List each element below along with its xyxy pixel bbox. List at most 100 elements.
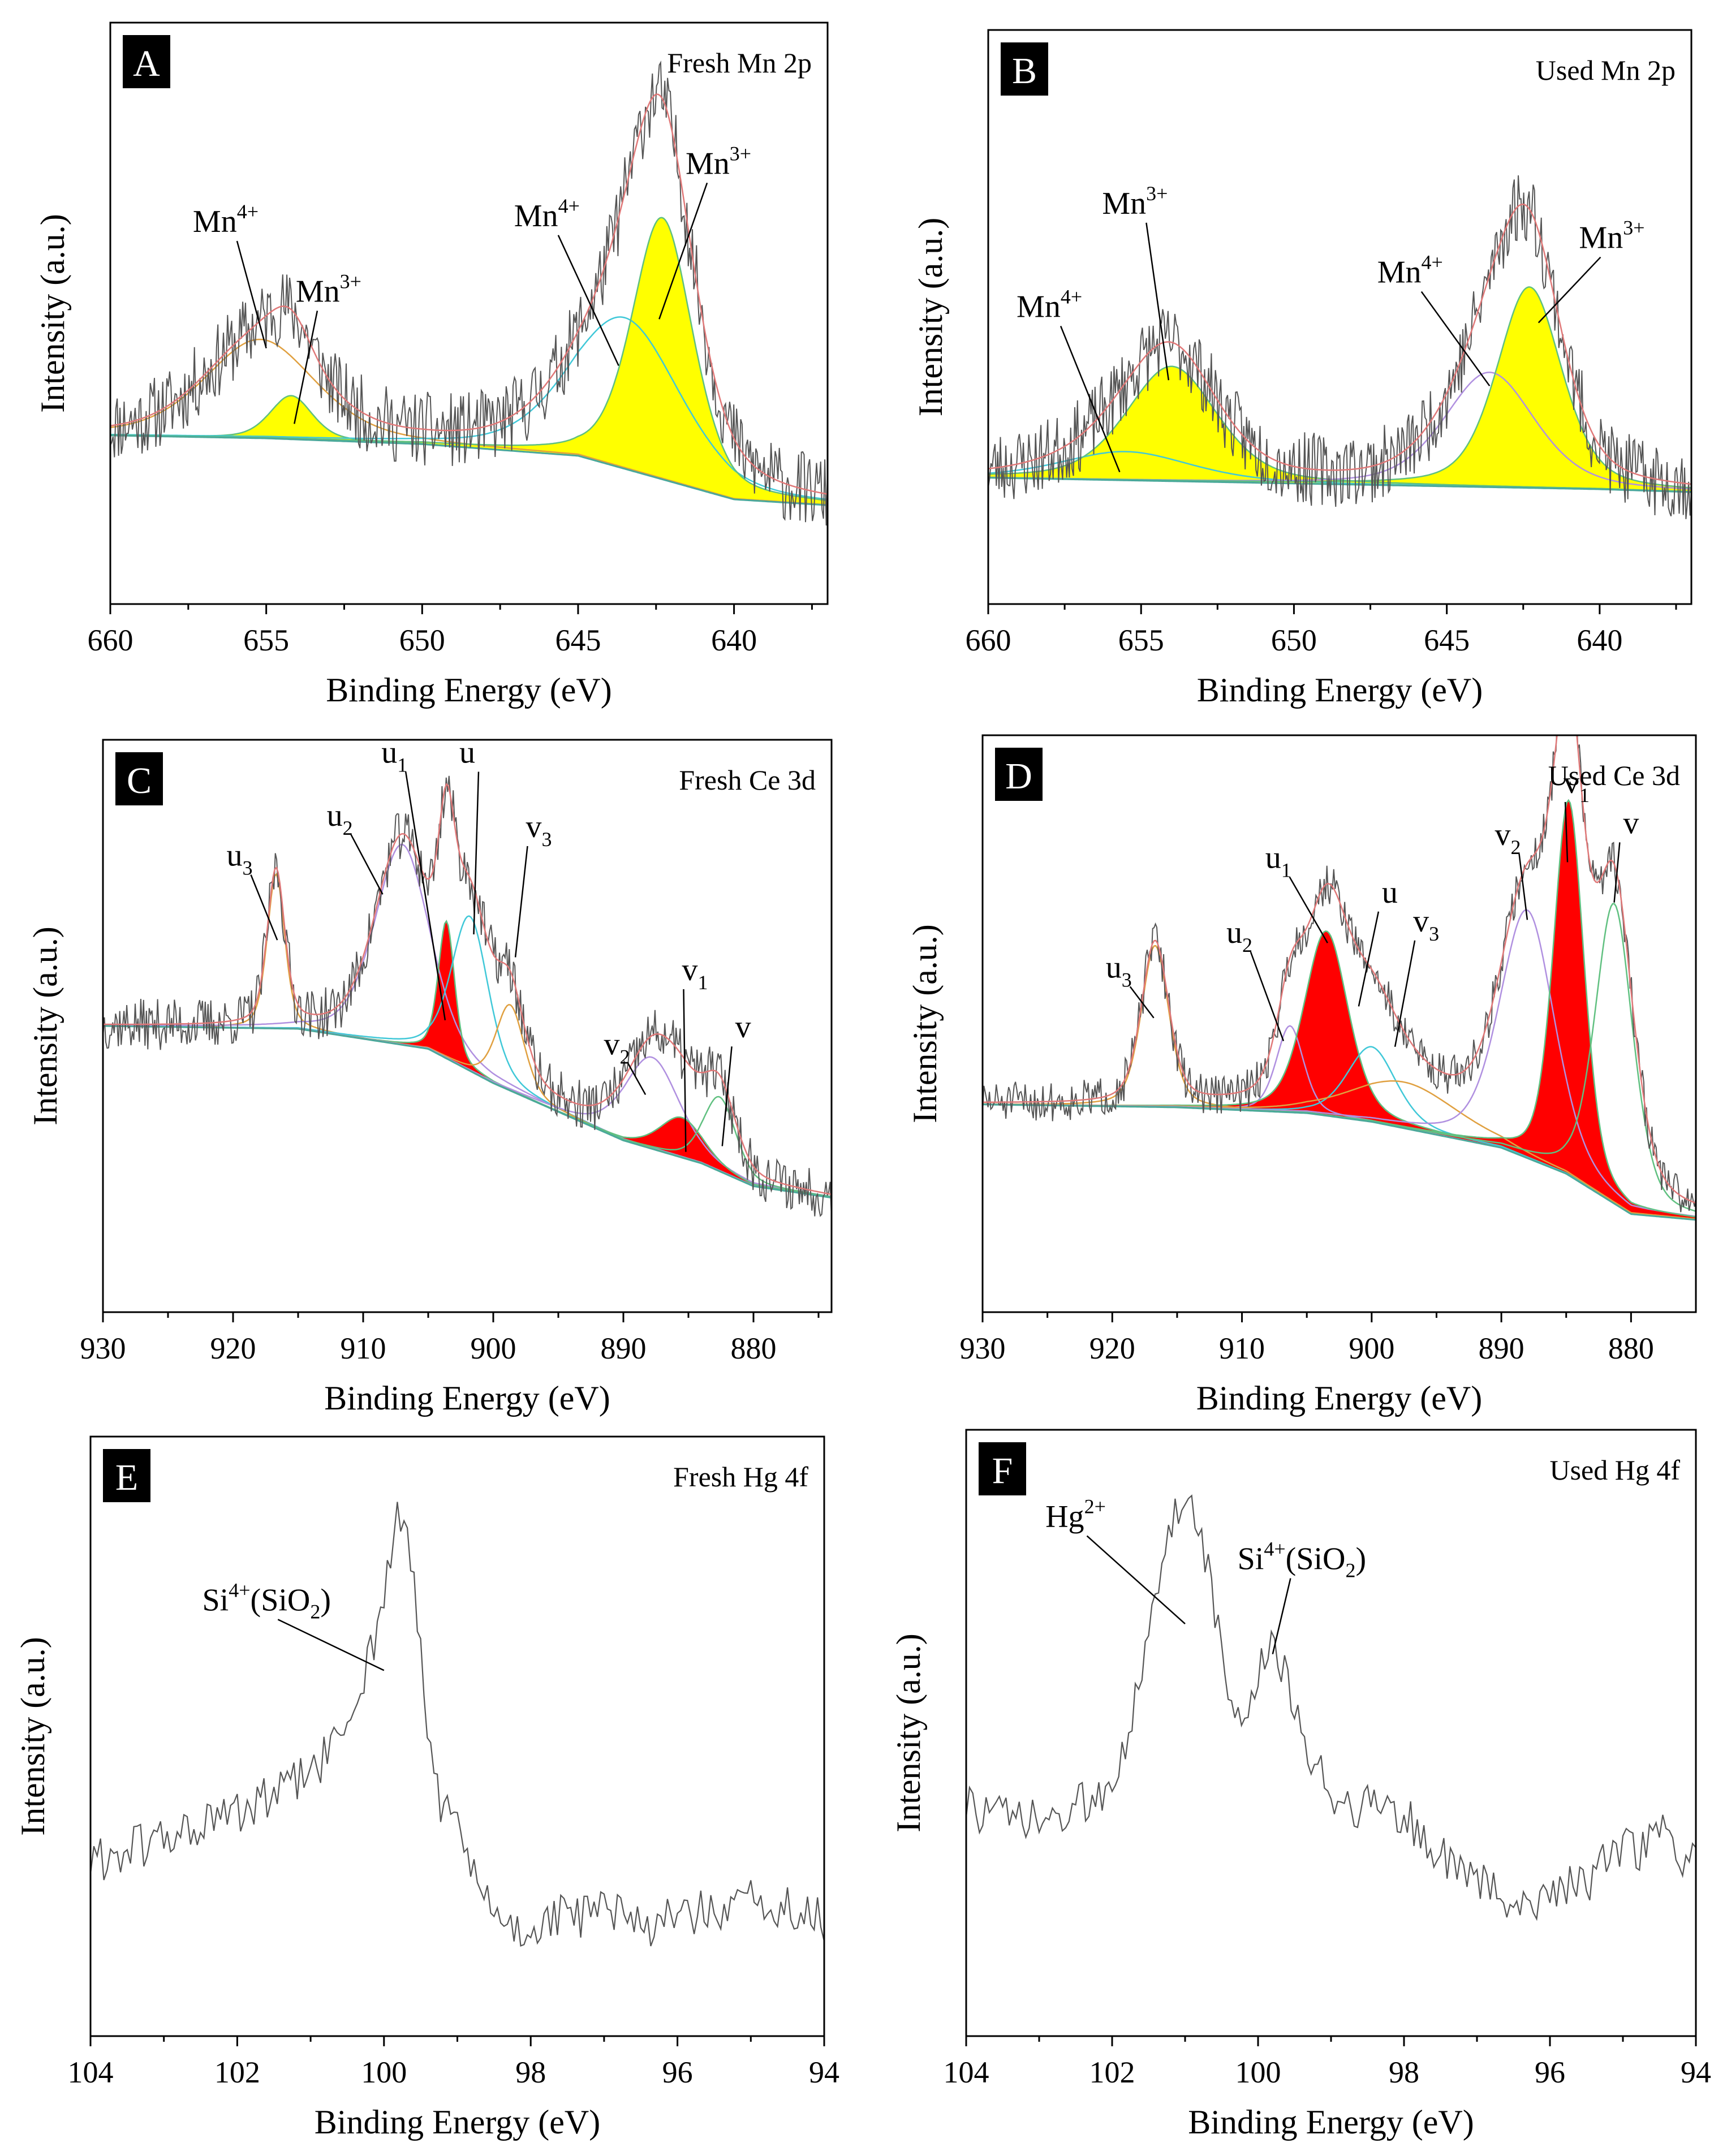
x-tick-label: 930 [80, 1331, 126, 1365]
annotation-sub: 1 [397, 753, 407, 776]
annotation-sup: 4+ [229, 1579, 250, 1601]
annotation-base: Mn [296, 274, 340, 309]
y-axis-title: Intensity (a.u.) [890, 1633, 927, 1832]
annotation-base: Si [203, 1582, 229, 1618]
peak-annotation: Mn3+ [1102, 182, 1168, 221]
annotation-sub: 3 [542, 828, 552, 851]
annotation-sub: 2 [1511, 836, 1521, 859]
panel-a: 660 655 650 645 640 Binding Energy (eV) Intens… [34, 21, 829, 709]
peak-curve-mn4p-2 [110, 316, 828, 501]
annotation-close: ) [320, 1582, 331, 1618]
x-tick-label: 102 [1089, 2055, 1135, 2089]
x-tick-label: 94 [1681, 2055, 1711, 2089]
raw-spectrum-line [110, 60, 828, 526]
peak-annotation: Si4+(SiO2) [203, 1579, 331, 1623]
panel-letter: E [115, 1457, 138, 1498]
annotation-sup: 3+ [1146, 182, 1168, 205]
raw-spectrum-line [103, 775, 832, 1219]
annotation-sub: 1 [1281, 859, 1291, 882]
x-tick-label: 650 [399, 623, 445, 657]
panel-letter-badge [1001, 42, 1048, 96]
panel-e: 104 102 100 98 96 94 Binding Energy (eV) Intens… [14, 1435, 839, 2141]
peak-annotation: Si4+(SiO2) [1238, 1538, 1366, 1582]
x-tick-label: 660 [88, 623, 133, 657]
peak-annotation: u2 [327, 798, 353, 839]
envelope-fit-line [988, 203, 1691, 485]
peak-annotation: Mn4+ [193, 200, 259, 239]
annotation-leader-line [277, 1619, 385, 1671]
peak-annotation: u [459, 735, 475, 770]
annotation-base: u [1226, 915, 1242, 950]
envelope-fit-line [983, 735, 1696, 1204]
x-tick-label: 655 [1118, 623, 1164, 657]
peak-annotation: u3 [227, 838, 253, 879]
panel-letter: B [1012, 50, 1037, 92]
peak-annotation: v [735, 1010, 751, 1045]
panel-title: Fresh Mn 2p [667, 47, 812, 79]
annotation-tail-sub: 2 [1345, 1559, 1355, 1582]
annotation-leader-line [1394, 940, 1416, 1047]
x-tick-label: 102 [214, 2055, 260, 2089]
annotation-leader-line [350, 834, 384, 895]
annotation-base: Mn [1579, 221, 1623, 256]
raw-spectrum-line [91, 1502, 824, 1947]
annotation-sub: 3 [243, 857, 253, 879]
panel-letter: F [992, 1450, 1013, 1491]
x-tick-label: 890 [1479, 1331, 1524, 1365]
annotation-base: v [604, 1027, 620, 1062]
background-line [110, 434, 828, 506]
panel-letter: C [127, 760, 152, 801]
annotation-base: v [735, 1010, 751, 1045]
peak-annotation: Mn3+ [296, 270, 361, 309]
annotation-sub: 3 [1429, 922, 1439, 945]
peak-annotation: v1 [1564, 765, 1590, 807]
peak-fill-mn3p-1 [988, 366, 1691, 493]
annotation-leader-line [514, 846, 528, 958]
annotation-base: Mn [193, 204, 237, 239]
annotation-base: u [1106, 950, 1122, 985]
peak-annotation: v2 [604, 1027, 630, 1068]
annotation-sup: 3+ [340, 270, 361, 292]
x-axis-title: Binding Energy (eV) [326, 671, 611, 709]
annotation-sub: 3 [1122, 968, 1132, 991]
annotation-sub: 1 [1579, 784, 1590, 807]
annotation-leader-line [1358, 911, 1380, 1007]
x-tick-label: 100 [1235, 2055, 1281, 2089]
plot-area [988, 175, 1691, 519]
x-tick-label: 660 [966, 623, 1011, 657]
raw-spectrum-line [983, 735, 1696, 1213]
plot-frame [987, 29, 1692, 605]
annotation-sub: 2 [620, 1046, 630, 1068]
x-tick-label: 645 [555, 623, 601, 657]
annotation-leader-line [627, 1063, 647, 1096]
annotation-base: v [1623, 805, 1639, 840]
annotation-sub: 2 [1242, 934, 1252, 956]
panel-title: Fresh Hg 4f [673, 1461, 808, 1493]
plot-frame [109, 21, 829, 605]
panel-letter-badge [103, 1449, 150, 1502]
plot-area [110, 60, 828, 526]
panel-f: 104 102 100 98 96 94 Binding Energy (eV) Intens… [890, 1429, 1711, 2141]
x-tick-label: 104 [68, 2055, 114, 2089]
panel-letter: A [133, 43, 160, 84]
annotation-base: Si [1238, 1542, 1264, 1577]
x-tick-label: 920 [210, 1331, 256, 1365]
x-tick-label: 880 [731, 1331, 777, 1365]
annotation-leader-line [1145, 222, 1170, 381]
annotation-base: u [1265, 840, 1281, 876]
x-axis-title: Binding Energy (eV) [324, 1379, 610, 1417]
x-tick-label: 98 [1389, 2055, 1419, 2089]
plot-frame [89, 1435, 825, 2037]
annotation-leader-line [1420, 291, 1491, 387]
x-tick-label: 640 [711, 623, 757, 657]
plot-frame [981, 734, 1697, 1313]
annotation-leader-line [1518, 853, 1528, 920]
annotation-base: u [227, 838, 243, 873]
raw-spectrum-line [966, 1494, 1696, 1921]
peak-annotation: u [1382, 875, 1398, 910]
x-tick-label: 900 [1349, 1331, 1394, 1365]
panel-letter-badge [115, 752, 163, 805]
peak-annotation: v3 [1413, 904, 1439, 945]
x-tick-label: 920 [1089, 1331, 1135, 1365]
